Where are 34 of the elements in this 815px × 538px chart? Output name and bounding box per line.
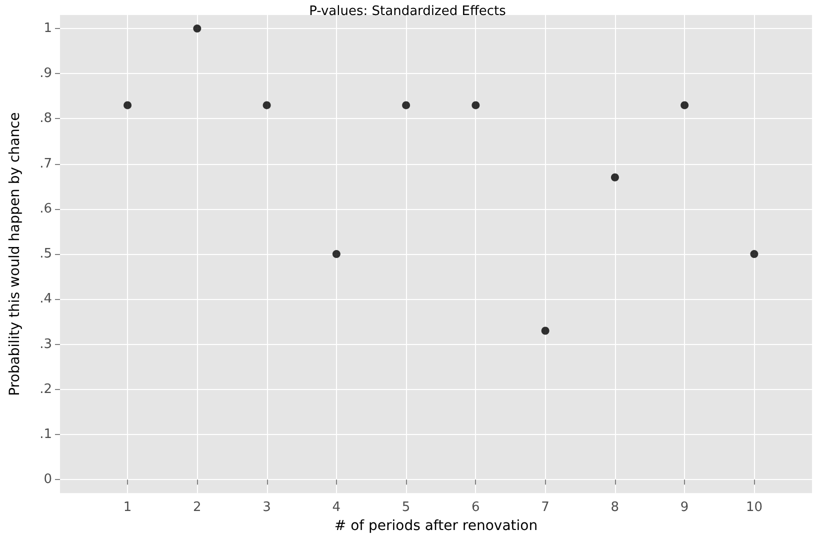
point xyxy=(472,101,480,110)
y-tick-label: .9 xyxy=(40,66,52,82)
y-tick-label: .8 xyxy=(40,111,52,126)
x-tick-label: 10 xyxy=(746,500,762,516)
point xyxy=(124,101,132,110)
point xyxy=(193,24,202,33)
x-tick-label: 2 xyxy=(193,500,202,516)
x-tick-label: 4 xyxy=(332,500,341,516)
point xyxy=(402,101,410,110)
x-tick-label: 1 xyxy=(123,500,132,516)
point xyxy=(750,250,758,258)
point xyxy=(541,326,550,335)
x-tick-label: 6 xyxy=(472,500,480,516)
y-axis-title: Probability this would happen by chance xyxy=(7,112,23,396)
x-tick-label: 9 xyxy=(680,500,689,516)
x-tick-label: 7 xyxy=(541,500,550,516)
y-tick-label: .4 xyxy=(40,292,52,307)
x-axis-title: # of periods after renovation xyxy=(334,518,538,534)
point xyxy=(680,101,689,110)
y-tick-label: .2 xyxy=(40,382,52,397)
x-tick-label: 3 xyxy=(262,500,271,516)
point xyxy=(262,101,271,110)
y-tick-label: .6 xyxy=(40,201,52,216)
y-tick-label: 1 xyxy=(44,21,52,36)
x-tick-label: 8 xyxy=(610,500,620,516)
chart-title: P-values: Standardized Effects xyxy=(309,4,506,19)
y-tick-label: .3 xyxy=(40,336,52,352)
y-tick-label: 0 xyxy=(44,472,52,488)
y-tick-label: .1 xyxy=(40,426,52,442)
y-tick-label: .5 xyxy=(40,246,52,262)
x-tick-label: 5 xyxy=(402,500,410,516)
y-tick-label: .7 xyxy=(40,156,52,172)
point xyxy=(332,250,340,258)
point xyxy=(610,173,619,182)
